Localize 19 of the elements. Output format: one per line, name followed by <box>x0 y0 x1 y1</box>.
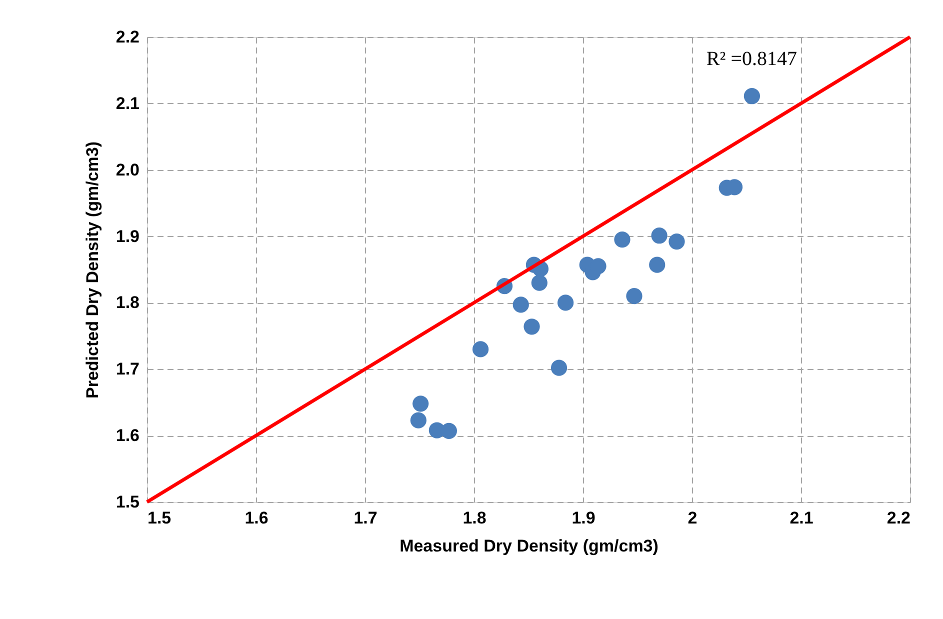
x-axis-title: Measured Dry Density (gm/cm3) <box>400 536 658 556</box>
x-tick-label: 1.6 <box>244 508 268 528</box>
y-tick-label: 1.8 <box>116 293 140 312</box>
x-tick-label: 1.8 <box>462 508 486 528</box>
y-tick-label: 2.1 <box>116 94 140 113</box>
x-tick-label: 1.5 <box>148 508 172 528</box>
y-axis-title: Predicted Dry Density (gm/cm3) <box>82 142 102 398</box>
x-tick-label: 1.9 <box>572 508 596 528</box>
y-tick-label: 2.2 <box>116 28 140 46</box>
x-tick-label: 2 <box>688 508 698 528</box>
y-tick-label: 1.6 <box>116 426 140 446</box>
y-tick-label: 1.9 <box>116 226 140 246</box>
x-tick-label: 2.1 <box>790 508 814 528</box>
y-tick-label: 2.0 <box>116 160 140 180</box>
y-tick-label: 1.5 <box>116 492 140 512</box>
annotation: R² =0.8147 <box>706 48 797 70</box>
x-tick-label: 1.7 <box>354 508 378 528</box>
y-tick-label: 1.7 <box>116 360 140 379</box>
x-tick-label: 2.2 <box>886 508 910 528</box>
